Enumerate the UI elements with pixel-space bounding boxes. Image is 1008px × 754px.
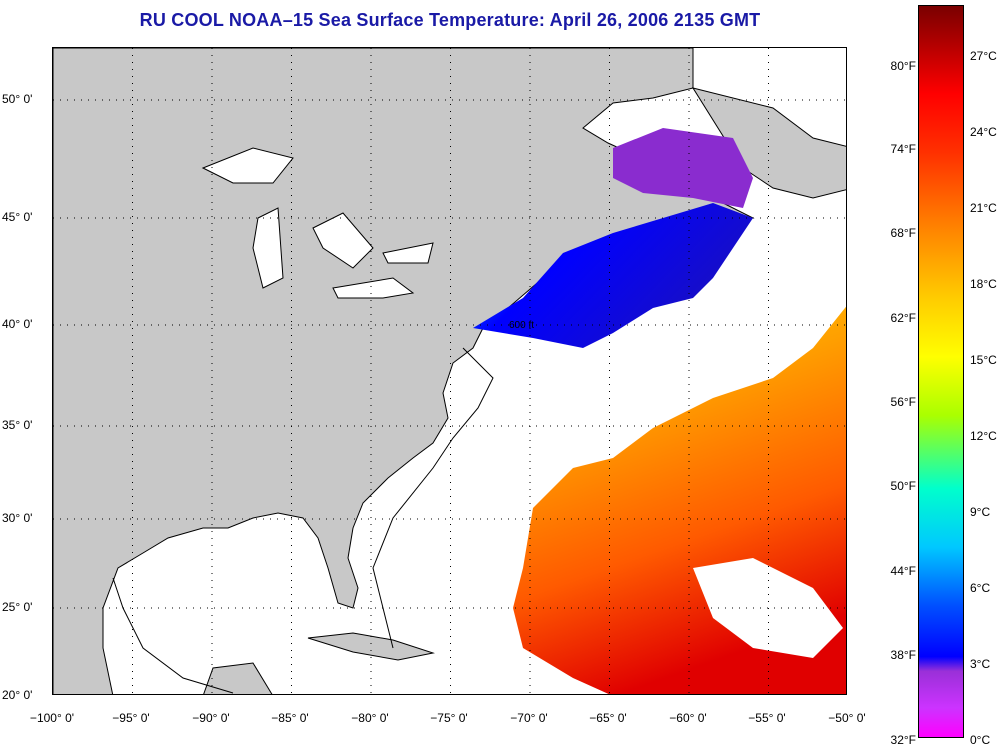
colorbar-c-label: 9°C [970,505,991,519]
colorbar-c-label: 3°C [970,657,991,671]
colorbar-c-label: 6°C [970,581,991,595]
land-yucatan [203,662,273,694]
colorbar-f-label: 74°F [890,142,916,156]
chart-title: RU COOL NOAA–15 Sea Surface Temperature:… [139,10,761,30]
lon-label: −75° 0' [430,711,468,725]
colorbar-f-label: 38°F [890,648,916,662]
lon-label: −85° 0' [271,711,309,725]
lon-label: −60° 0' [669,711,707,725]
sst-map[interactable]: 600 ft [52,47,847,695]
colorbar-c-label: 12°C [970,429,997,443]
colorbar-f-label: 80°F [890,59,916,73]
colorbar-c-label: 15°C [970,353,997,367]
colorbar-c-label: 18°C [970,277,997,291]
colorbar-c-label: 27°C [970,49,997,63]
colorbar-f-label: 32°F [890,733,916,747]
grid-lines [53,48,846,694]
lat-label: 20° 0' [2,688,33,702]
land-maritimes [691,87,846,199]
great-lakes [201,147,434,299]
contour-600ft [372,347,494,649]
temperature-colorbar [918,5,964,738]
lon-label: −70° 0' [510,711,548,725]
lat-label: 35° 0' [2,418,33,432]
contour-600ft-gulf [112,577,234,694]
land-cuba [307,632,435,661]
gulf-st-lawrence-water [613,128,753,208]
lon-label: −50° 0' [828,711,866,725]
cold-water-region [473,203,753,348]
contour-label: 600 ft [509,320,534,331]
colorbar-c-label: 21°C [970,201,997,215]
lon-label: −90° 0' [192,711,230,725]
colorbar-f-label: 44°F [890,564,916,578]
lat-label: 45° 0' [2,210,33,224]
colorbar-f-label: 56°F [890,395,916,409]
map-canvas: 600 ft [53,48,846,694]
lat-label: 30° 0' [2,511,33,525]
lat-label: 50° 0' [2,92,33,106]
colorbar-f-label: 62°F [890,311,916,325]
colorbar-c-label: 0°C [970,733,991,747]
lon-label: −95° 0' [112,711,150,725]
lat-label: 40° 0' [2,317,33,331]
colorbar-f-label: 50°F [890,479,916,493]
lon-label: −55° 0' [748,711,786,725]
lon-label: −100° 0' [29,711,75,725]
lon-label: −80° 0' [351,711,389,725]
lon-label: −65° 0' [589,711,627,725]
colorbar-c-label: 24°C [970,125,997,139]
colorbar-f-label: 68°F [890,226,916,240]
lat-label: 25° 0' [2,600,33,614]
